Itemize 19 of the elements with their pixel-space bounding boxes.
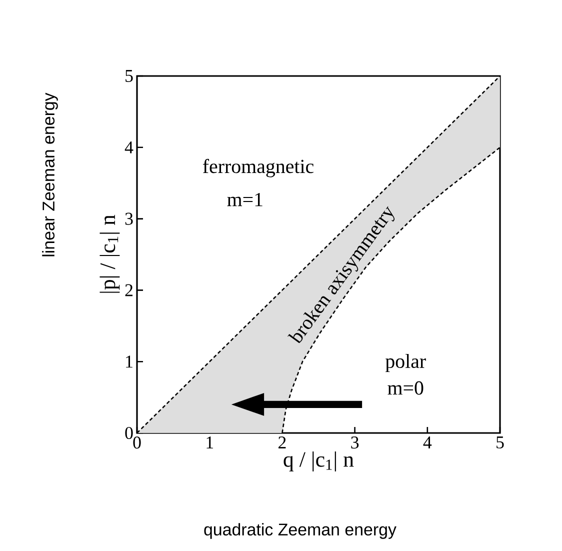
- y-tick-label: 3: [125, 212, 133, 225]
- y-axis-title: |p| / |c$_{1}$| n: [100, 214, 120, 293]
- annotation: polar: [385, 354, 426, 372]
- x-tick-label: 4: [423, 436, 432, 448]
- x-axis-title: q / |c$_{1}$| n: [284, 451, 354, 472]
- annotation: ferromagnetic: [202, 158, 314, 178]
- text: linear Zeeman energy: [42, 92, 58, 256]
- y-tick-label: 5: [126, 70, 133, 82]
- y-tick-label: 4: [124, 141, 134, 154]
- annotation: m=1: [227, 192, 262, 206]
- y-tick-label: 1: [126, 356, 132, 368]
- x-tick-label: 3: [351, 436, 359, 449]
- x-tick-label: 1: [206, 436, 214, 448]
- x-tick-label: 5: [496, 436, 504, 448]
- y-tick-label: 0: [125, 426, 133, 440]
- x-tick-label: 2: [278, 436, 286, 448]
- y-tick-label: 2: [125, 284, 132, 296]
- annotation: m=0: [388, 381, 424, 395]
- text: quadratic Zeeman energy: [204, 523, 396, 539]
